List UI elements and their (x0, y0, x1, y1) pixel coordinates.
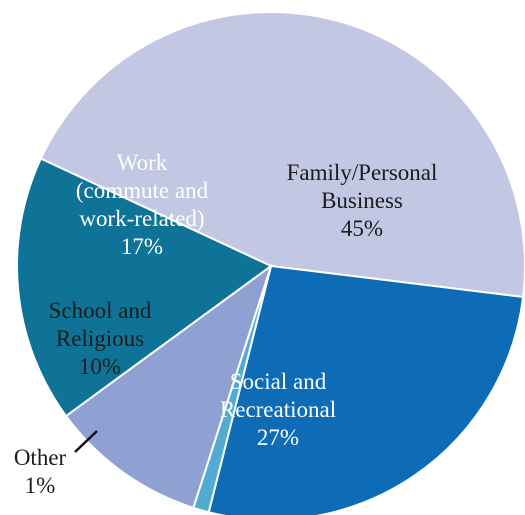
slice-label-line: Family/Personal (287, 160, 438, 185)
slice-label-work: Work (commute and work-related) 17% (76, 150, 209, 259)
pie-slice-social (207, 264, 525, 515)
slice-label-line: Other (14, 445, 67, 470)
pie-labels: Family/Personal Business 45% Social and Recr… (14, 150, 438, 498)
slice-label-line: work-related) (79, 206, 204, 231)
slice-label-line: Recreational (220, 397, 336, 422)
slice-label-line: School and (49, 298, 152, 323)
slice-label-line: Social and (230, 369, 327, 394)
slice-label-line: (commute and (76, 178, 209, 203)
pie-slice-family (39, 10, 525, 299)
slice-label-line: 10% (79, 354, 121, 379)
pie-slice-work (16, 157, 273, 418)
slice-label-line: Work (117, 150, 168, 175)
slice-label-other: Other 1% (14, 445, 67, 498)
slice-label-school: School and Religious 10% (49, 298, 152, 379)
slice-label-line: 1% (25, 473, 56, 498)
slice-label-family: Family/Personal Business 45% (287, 160, 438, 241)
other-leader-line (74, 430, 98, 453)
slice-label-line: 17% (121, 234, 163, 259)
pie-slice-school (64, 263, 273, 510)
slice-label-line: Business (321, 188, 403, 213)
pie-slices (16, 10, 525, 515)
slice-label-line: 45% (341, 216, 383, 241)
slice-label-line: Religious (56, 326, 144, 351)
slice-label-social: Social and Recreational 27% (220, 369, 336, 450)
slice-label-line: 27% (257, 425, 299, 450)
